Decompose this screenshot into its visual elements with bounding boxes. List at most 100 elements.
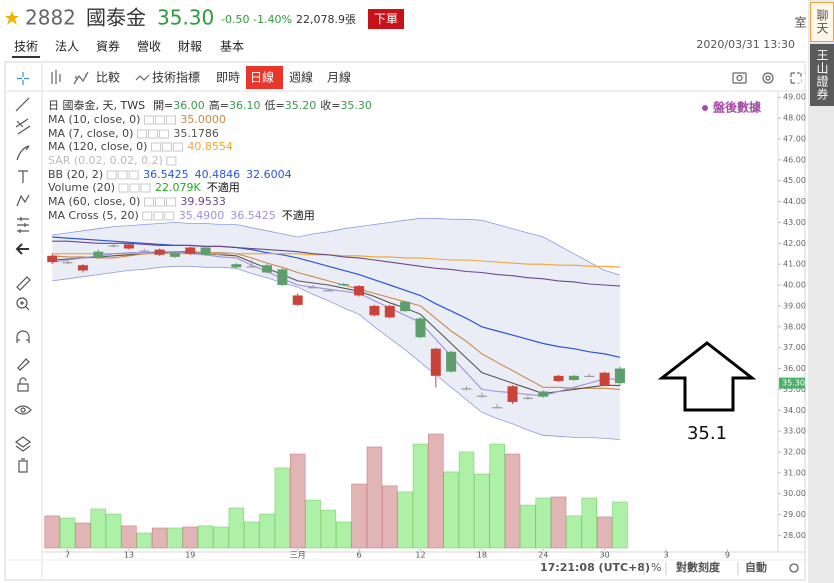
indicator-icon[interactable] bbox=[135, 74, 150, 81]
crosshair-tool[interactable] bbox=[17, 72, 29, 85]
legend-text: 不適用 bbox=[207, 180, 240, 194]
tab[interactable]: 營收 bbox=[137, 40, 161, 54]
legend-icon[interactable] bbox=[118, 183, 129, 193]
settings-icon[interactable] bbox=[762, 72, 774, 84]
star-icon[interactable] bbox=[5, 11, 19, 25]
last-price-tag bbox=[779, 377, 805, 389]
datetime: 2020/03/31 13:30 bbox=[696, 38, 795, 51]
y-tick-label: 33.00 bbox=[783, 427, 806, 436]
line-tool[interactable] bbox=[15, 97, 30, 112]
volume-bar bbox=[75, 522, 91, 549]
volume-bar bbox=[474, 473, 490, 549]
toolbar-item[interactable]: 即時 bbox=[216, 71, 240, 85]
legend-icon[interactable] bbox=[166, 156, 177, 166]
zoom-tool[interactable] bbox=[16, 297, 28, 309]
camera-icon[interactable] bbox=[732, 72, 747, 84]
layers-tool[interactable] bbox=[14, 436, 32, 452]
legend-icon[interactable] bbox=[164, 211, 175, 221]
magnet-tool[interactable] bbox=[16, 330, 30, 343]
candle-body bbox=[200, 247, 211, 255]
tab[interactable]: 法人 bbox=[55, 40, 79, 54]
toolbar-item[interactable]: 月線 bbox=[327, 70, 351, 85]
x-tick-label: 12 bbox=[415, 551, 425, 560]
legend-text: 35.0000 bbox=[180, 113, 226, 126]
volume-bar bbox=[336, 521, 352, 549]
footer-settings[interactable] bbox=[789, 563, 799, 573]
ma-line bbox=[52, 240, 621, 287]
toolbar-item[interactable]: 日線 bbox=[250, 70, 274, 85]
lock-draw-tool[interactable] bbox=[17, 358, 30, 371]
legend-icon[interactable] bbox=[136, 129, 147, 139]
broker-tab[interactable]: 王山證券下單 bbox=[793, 44, 834, 106]
toolbar-item[interactable]: 週線 bbox=[289, 70, 313, 85]
y-tick-label: 37.00 bbox=[783, 343, 806, 352]
zoom-tool-detail bbox=[20, 301, 30, 311]
auto-toggle[interactable]: 自動 bbox=[745, 560, 767, 574]
legend-text: MA (7, close, 0) bbox=[48, 127, 133, 140]
band-lower bbox=[52, 265, 621, 440]
chat-tab[interactable]: 聊天室 bbox=[793, 2, 834, 42]
candle-body bbox=[139, 250, 150, 252]
y-tick-label: 48.00 bbox=[783, 114, 806, 123]
candle-body bbox=[246, 266, 257, 268]
volume-bar bbox=[121, 525, 137, 549]
toolbar-item[interactable]: 技術指標 bbox=[152, 70, 200, 85]
stock-change: -0.50 bbox=[221, 13, 249, 26]
back-tool[interactable] bbox=[15, 243, 29, 255]
legend-icon[interactable] bbox=[150, 142, 161, 152]
legend-icon[interactable] bbox=[143, 115, 154, 125]
fullscreen-icon[interactable] bbox=[790, 72, 802, 84]
legend-text: 39.9533 bbox=[180, 195, 226, 208]
legend-icon[interactable] bbox=[140, 183, 151, 193]
legend-icon[interactable] bbox=[129, 183, 140, 193]
legend-icon[interactable] bbox=[153, 211, 164, 221]
y-tick-label: 46.00 bbox=[783, 155, 806, 164]
eye-tool[interactable] bbox=[14, 405, 32, 415]
pattern-tool[interactable] bbox=[16, 194, 30, 207]
after-hours-badge[interactable]: 盤後數據 bbox=[712, 100, 762, 115]
tab[interactable]: 技術 bbox=[14, 40, 38, 54]
log-toggle[interactable]: 對數刻度 bbox=[676, 560, 721, 574]
y-tick-label: 29.00 bbox=[783, 510, 806, 519]
volume-bar bbox=[136, 532, 152, 549]
candle-body bbox=[476, 395, 487, 397]
legend-text: 35.1786 bbox=[173, 127, 219, 140]
candle-body bbox=[568, 375, 579, 380]
legend-icon[interactable] bbox=[165, 115, 176, 125]
legend-icon[interactable] bbox=[158, 129, 169, 139]
legend-icon[interactable] bbox=[147, 129, 158, 139]
footer-time: 17:21:08 (UTC+8) bbox=[540, 561, 650, 574]
order-button[interactable] bbox=[368, 9, 404, 29]
text-tool[interactable] bbox=[18, 170, 28, 183]
legend-icon[interactable] bbox=[142, 211, 153, 221]
volume-bar bbox=[351, 483, 367, 549]
compare-icon[interactable] bbox=[73, 71, 89, 85]
brush-tool[interactable] bbox=[16, 145, 30, 161]
legend-icon[interactable] bbox=[165, 197, 176, 207]
legend-icon[interactable] bbox=[154, 197, 165, 207]
legend-icon[interactable] bbox=[172, 142, 183, 152]
y-tick-label: 44.00 bbox=[783, 197, 806, 206]
ruler-tool[interactable] bbox=[16, 276, 31, 291]
order-button-label[interactable]: 下單 bbox=[374, 12, 398, 26]
percent-toggle[interactable]: % bbox=[651, 561, 661, 574]
delete-tool[interactable] bbox=[18, 458, 28, 473]
prediction-tool[interactable] bbox=[17, 217, 29, 233]
candle-body bbox=[369, 305, 380, 316]
legend-icon[interactable] bbox=[143, 197, 154, 207]
legend-icon[interactable] bbox=[154, 115, 165, 125]
toolbar-item[interactable]: 比較 bbox=[96, 70, 120, 85]
annotation-text: 35.1 bbox=[687, 423, 727, 444]
candle-body bbox=[522, 397, 533, 399]
compare-symbols-icon[interactable] bbox=[51, 70, 61, 84]
tab[interactable]: 資券 bbox=[96, 39, 120, 54]
volume-bar bbox=[489, 443, 505, 549]
lock-tool[interactable] bbox=[17, 383, 29, 392]
fib-tool[interactable] bbox=[15, 118, 31, 135]
tab[interactable]: 基本 bbox=[220, 40, 244, 54]
tab[interactable]: 財報 bbox=[178, 39, 202, 54]
legend-icon[interactable] bbox=[161, 142, 172, 152]
legend-icon[interactable] bbox=[106, 170, 117, 180]
legend-icon[interactable] bbox=[117, 170, 128, 180]
legend-icon[interactable] bbox=[128, 170, 139, 180]
